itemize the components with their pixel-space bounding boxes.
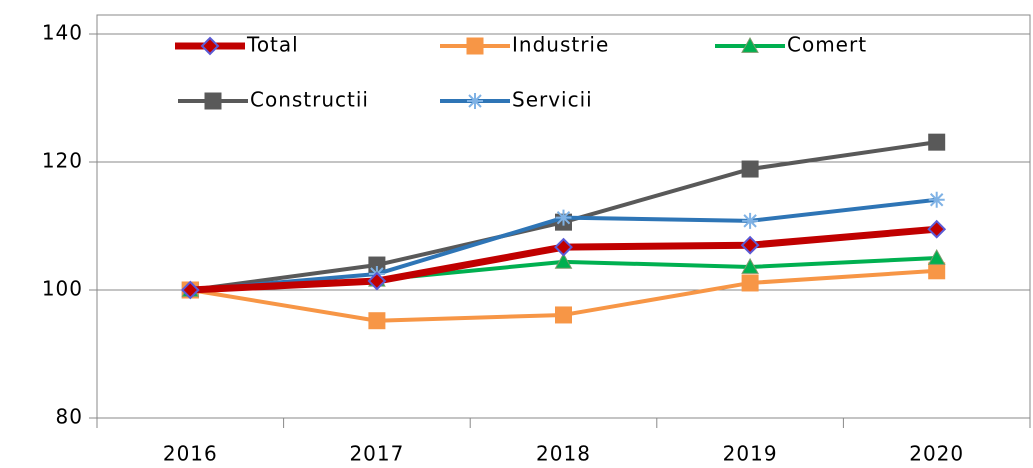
marker: [741, 257, 759, 274]
legend-marker: [466, 37, 484, 55]
marker: [741, 160, 759, 178]
y-tick-label: 120: [42, 149, 83, 173]
y-tick-label: 100: [42, 277, 83, 301]
marker: [928, 133, 946, 151]
x-tick-label: 2016: [163, 442, 218, 466]
legend-label: Constructii: [250, 88, 369, 112]
marker: [554, 237, 573, 257]
marker: [368, 312, 386, 330]
marker: [554, 252, 573, 269]
legend-marker: [467, 93, 483, 109]
legend-marker: [204, 92, 222, 110]
marker: [742, 212, 759, 229]
marker: [180, 280, 200, 300]
marker: [740, 235, 760, 255]
legend-label: Total: [246, 33, 299, 57]
x-tick-label: 2018: [536, 442, 591, 466]
marker: [928, 191, 945, 208]
marker: [555, 209, 572, 226]
marker: [555, 306, 572, 324]
legend-label: Servicii: [512, 88, 593, 112]
x-tick-label: 2019: [723, 442, 778, 466]
x-tick-label: 2020: [909, 442, 964, 466]
legend-label: Industrie: [512, 33, 609, 57]
y-tick-label: 140: [42, 21, 83, 45]
y-tick-label: 80: [56, 405, 83, 429]
legend-label: Comert: [787, 33, 867, 57]
legend-marker: [200, 36, 220, 56]
x-tick-label: 2017: [349, 442, 404, 466]
legend-marker: [741, 36, 759, 53]
marker: [928, 262, 946, 280]
marker: [927, 219, 947, 239]
marker: [367, 271, 387, 291]
marker: [927, 248, 946, 265]
marker: [741, 274, 759, 292]
